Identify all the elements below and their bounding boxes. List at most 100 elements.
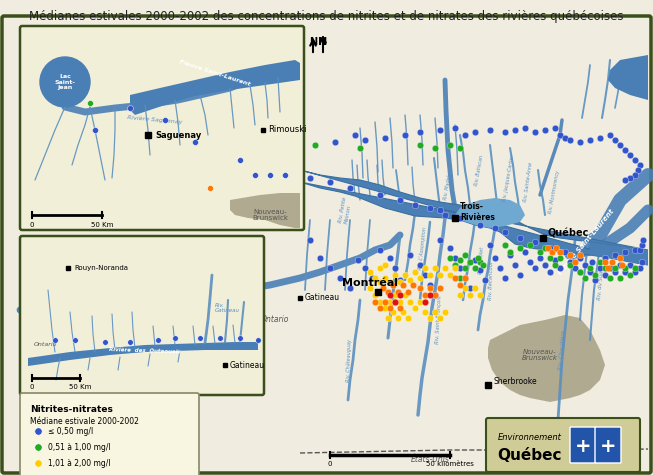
- Point: [460, 284, 470, 292]
- Point: [125, 104, 135, 112]
- Point: [575, 254, 585, 262]
- Point: [590, 271, 600, 279]
- Point: [415, 128, 425, 136]
- Point: [473, 254, 483, 262]
- Text: +: +: [575, 437, 591, 456]
- Text: Riv. Petite
Mainon: Riv. Petite Mainon: [338, 196, 353, 224]
- Point: [510, 126, 520, 134]
- Point: [465, 258, 475, 266]
- Point: [430, 308, 440, 316]
- Point: [565, 136, 575, 144]
- Point: [565, 251, 575, 259]
- Point: [550, 261, 560, 269]
- Point: [445, 271, 455, 279]
- Point: [305, 236, 315, 244]
- Text: Médianes estivales 2000-2002 des concentrations de nitrites et de nitrates des r: Médianes estivales 2000-2002 des concent…: [29, 10, 623, 23]
- Point: [390, 291, 400, 299]
- Point: [424, 271, 435, 279]
- FancyBboxPatch shape: [20, 26, 304, 230]
- Point: [430, 144, 440, 152]
- Text: 50 Km: 50 Km: [69, 384, 91, 390]
- Point: [435, 206, 445, 214]
- Point: [530, 264, 540, 272]
- Point: [540, 126, 550, 134]
- Point: [279, 171, 290, 179]
- Point: [385, 278, 395, 286]
- Point: [454, 264, 465, 272]
- Text: Riv. Montmorency: Riv. Montmorency: [548, 170, 560, 214]
- Point: [424, 284, 435, 292]
- Point: [470, 264, 480, 272]
- Point: [605, 264, 615, 272]
- Point: [415, 141, 425, 149]
- Point: [454, 214, 465, 222]
- Point: [395, 304, 406, 312]
- Point: [555, 248, 565, 256]
- Point: [365, 268, 375, 276]
- Text: Riv. Châteauguay: Riv. Châteauguay: [345, 339, 352, 381]
- Point: [599, 258, 610, 266]
- Point: [430, 291, 440, 299]
- Point: [410, 201, 421, 209]
- Point: [395, 291, 406, 299]
- Text: Nouveau-
Brunswick: Nouveau- Brunswick: [522, 349, 558, 361]
- Circle shape: [40, 57, 90, 107]
- Point: [380, 261, 390, 269]
- Point: [410, 268, 421, 276]
- Point: [305, 174, 315, 182]
- Point: [515, 234, 525, 242]
- Text: Riv. Saint-François: Riv. Saint-François: [435, 295, 443, 344]
- Polygon shape: [130, 60, 300, 115]
- Text: Riv. Jacques-Cartier: Riv. Jacques-Cartier: [502, 154, 515, 202]
- Point: [460, 251, 470, 259]
- Text: Sherbrooke: Sherbrooke: [493, 377, 537, 386]
- Point: [398, 308, 408, 316]
- Point: [395, 298, 406, 306]
- Point: [530, 128, 540, 136]
- Point: [520, 248, 530, 256]
- Point: [500, 274, 510, 282]
- Text: N: N: [309, 37, 317, 47]
- Point: [250, 171, 261, 179]
- Point: [637, 241, 647, 249]
- Point: [125, 338, 135, 346]
- Point: [430, 264, 440, 272]
- Point: [614, 141, 625, 149]
- FancyBboxPatch shape: [486, 418, 640, 472]
- Text: Trois-
Rivières: Trois- Rivières: [460, 202, 495, 222]
- Point: [490, 254, 500, 262]
- Point: [375, 246, 385, 254]
- Point: [555, 254, 565, 262]
- Text: Fleuve Saint-Laurent: Fleuve Saint-Laurent: [179, 59, 251, 87]
- Point: [450, 261, 460, 269]
- Text: Gatineau: Gatineau: [305, 294, 340, 303]
- Point: [454, 274, 465, 282]
- Point: [407, 281, 418, 289]
- Text: 50 kilomètres: 50 kilomètres: [426, 461, 474, 467]
- Point: [515, 271, 525, 279]
- Point: [450, 254, 460, 262]
- Point: [385, 254, 395, 262]
- Point: [370, 274, 380, 282]
- Point: [89, 126, 100, 134]
- Point: [370, 298, 380, 306]
- Point: [520, 124, 530, 132]
- Point: [535, 248, 545, 256]
- Point: [603, 264, 613, 272]
- Point: [485, 126, 495, 134]
- Point: [205, 184, 215, 192]
- Point: [530, 238, 540, 246]
- Point: [587, 258, 597, 266]
- Point: [580, 261, 590, 269]
- Point: [575, 268, 585, 276]
- Text: Riv. Batiscan: Riv. Batiscan: [474, 154, 485, 186]
- Polygon shape: [20, 25, 648, 465]
- Point: [475, 266, 485, 274]
- Point: [515, 244, 525, 252]
- Text: Rimouski: Rimouski: [268, 125, 306, 134]
- Point: [495, 264, 505, 272]
- Point: [555, 264, 565, 272]
- Point: [585, 268, 596, 276]
- Point: [614, 274, 625, 282]
- Point: [398, 281, 408, 289]
